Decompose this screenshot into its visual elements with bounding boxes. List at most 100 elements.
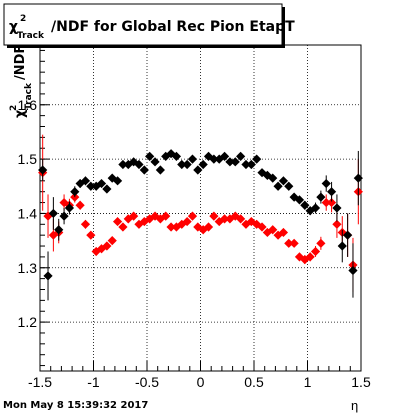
data-point xyxy=(166,222,176,232)
data-point xyxy=(86,181,96,191)
data-point xyxy=(177,159,187,170)
grid-lines xyxy=(40,45,361,371)
y-axis-label-sub: Track xyxy=(24,82,34,110)
y-tick-label: 1.6 xyxy=(18,97,38,113)
data-point xyxy=(268,173,278,183)
data-point xyxy=(70,187,80,197)
chart-title: χ xyxy=(9,19,18,35)
data-point xyxy=(75,200,85,210)
data-point xyxy=(80,176,91,186)
data-point xyxy=(305,252,315,262)
data-point xyxy=(75,178,85,189)
data-point xyxy=(241,159,251,170)
y-axis-label: χ 2 Track /NDF xyxy=(9,45,34,118)
data-point xyxy=(96,178,107,189)
data-point xyxy=(246,159,256,170)
data-point xyxy=(326,187,337,197)
data-point xyxy=(150,157,160,167)
data-point xyxy=(118,222,128,232)
data-point xyxy=(171,151,182,161)
data-point xyxy=(225,157,235,167)
data-point xyxy=(257,168,267,178)
data-point xyxy=(268,225,278,235)
data-point xyxy=(209,211,219,221)
data-point xyxy=(321,197,331,208)
data-point xyxy=(343,230,353,240)
data-point xyxy=(310,246,321,257)
data-point xyxy=(155,165,165,175)
x-tick-label: -0.5 xyxy=(135,374,159,390)
data-point xyxy=(278,227,289,238)
data-point xyxy=(305,206,315,216)
y-tick-labels: 1.2 1.3 1.4 1.5 1.6 xyxy=(18,97,38,330)
data-point xyxy=(203,222,214,232)
y-tick-label: 1.2 xyxy=(18,314,38,330)
data-point xyxy=(230,157,240,167)
data-point xyxy=(134,159,144,170)
data-point xyxy=(182,159,192,170)
data-point xyxy=(273,181,283,191)
data-point xyxy=(332,219,342,229)
x-axis-label: η xyxy=(351,398,358,413)
data-point xyxy=(310,203,321,213)
data-point xyxy=(219,214,230,224)
data-point xyxy=(353,173,363,183)
data-point xyxy=(252,219,262,229)
x-tick-label: 0.5 xyxy=(244,374,264,390)
data-point xyxy=(182,216,192,227)
data-point xyxy=(236,214,246,224)
data-point xyxy=(86,230,96,240)
chart-title-rest: /NDF for Global Rec Pion EtapT xyxy=(51,19,295,35)
data-point xyxy=(118,159,128,170)
data-point xyxy=(284,181,294,191)
data-point xyxy=(219,151,230,161)
chart-title-chi: χ xyxy=(9,19,18,35)
data-points xyxy=(38,134,363,301)
y-axis-label-chi: χ xyxy=(13,109,28,118)
data-point xyxy=(316,238,326,248)
data-point xyxy=(193,165,203,175)
data-point xyxy=(348,265,358,276)
data-point xyxy=(102,241,112,251)
data-point xyxy=(112,216,123,227)
data-point xyxy=(326,197,337,208)
data-point xyxy=(80,219,91,229)
data-point xyxy=(236,151,246,161)
chart-title-box: χ 2 Track /NDF for Global Rec Pion EtapT xyxy=(3,3,295,48)
y-tick-label: 1.5 xyxy=(18,151,38,167)
data-point xyxy=(316,192,326,202)
data-point xyxy=(107,236,117,246)
x-tick-label: 0 xyxy=(197,374,205,390)
data-point xyxy=(187,154,198,164)
data-point xyxy=(294,195,305,205)
data-point xyxy=(139,165,149,175)
y-axis-label-rest: /NDF xyxy=(13,45,28,80)
x-tick-label: 1 xyxy=(304,374,312,390)
timestamp: Mon May 8 15:39:32 2017 xyxy=(3,400,148,411)
x-tick-labels: -1.5 -1 -0.5 0 0.5 1 1.5 xyxy=(28,374,371,390)
y-tick-label: 1.3 xyxy=(18,260,38,276)
data-point xyxy=(38,165,48,175)
y-axis-label-sup: 2 xyxy=(9,105,19,111)
data-point xyxy=(321,178,331,189)
data-point xyxy=(59,211,69,221)
data-point xyxy=(198,159,208,170)
series-black xyxy=(38,149,363,301)
data-point xyxy=(332,203,342,213)
x-tick-label: -1 xyxy=(87,374,100,390)
x-tick-label: 1.5 xyxy=(351,374,371,390)
data-point xyxy=(252,154,262,164)
y-tick-label: 1.4 xyxy=(18,205,38,221)
data-point xyxy=(54,225,64,235)
data-point xyxy=(300,255,310,265)
data-point xyxy=(145,151,155,161)
data-point xyxy=(161,211,171,221)
data-point xyxy=(187,211,198,221)
data-point xyxy=(278,176,289,186)
data-point xyxy=(209,154,219,164)
data-point xyxy=(300,200,310,210)
x-tick-label: -1.5 xyxy=(28,374,52,390)
data-point xyxy=(64,203,75,213)
data-point xyxy=(112,176,123,186)
